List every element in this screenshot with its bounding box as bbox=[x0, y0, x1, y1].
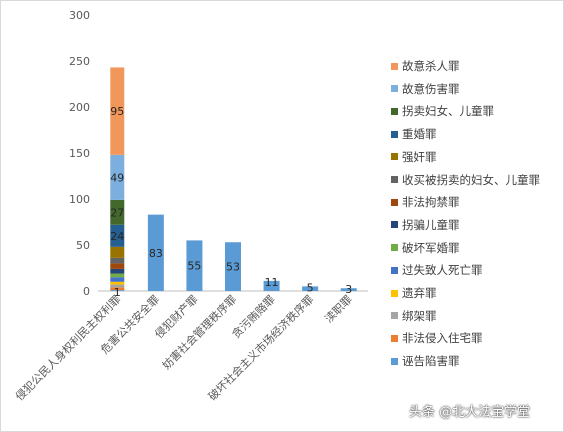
bar-1 bbox=[147, 214, 164, 291]
bar-data-label: 53 bbox=[226, 261, 240, 274]
stack-segment-11 bbox=[110, 199, 125, 225]
legend-label: 过失致人死亡罪 bbox=[402, 263, 483, 278]
legend-item: 故意杀人罪 bbox=[391, 58, 460, 74]
legend-item: 诬告陷害罪 bbox=[391, 353, 460, 369]
legend-item: 过失致人死亡罪 bbox=[391, 262, 483, 278]
legend-swatch bbox=[391, 334, 398, 342]
legend-swatch bbox=[391, 221, 398, 229]
legend-label: 遗弃罪 bbox=[402, 286, 437, 300]
legend-swatch bbox=[391, 107, 398, 115]
legend-label: 非法侵入住宅罪 bbox=[402, 331, 483, 346]
legend-item: 绑架罪 bbox=[391, 308, 437, 324]
stack-segment-5 bbox=[110, 273, 125, 278]
legend-swatch bbox=[391, 130, 398, 138]
stack-data-label: 27 bbox=[110, 206, 124, 219]
legend-swatch bbox=[391, 357, 398, 365]
stack-segment-13 bbox=[110, 67, 125, 155]
y-tick-label: 50 bbox=[76, 239, 90, 252]
stack-data-label: 95 bbox=[110, 105, 124, 118]
x-category-label: 妨害社会管理秩序罪 bbox=[159, 292, 239, 372]
stack-segment-1 bbox=[110, 287, 125, 291]
legend-item: 拐卖妇女、儿童罪 bbox=[391, 103, 494, 119]
stack-segment-0 bbox=[110, 290, 125, 291]
legend-swatch bbox=[391, 244, 398, 252]
bar-2 bbox=[186, 240, 203, 291]
x-category-label: 渎职罪 bbox=[322, 292, 355, 325]
stack-segment-2 bbox=[110, 284, 125, 288]
stack-segment-4 bbox=[110, 277, 125, 282]
legend-label: 强奸罪 bbox=[402, 149, 437, 164]
legend-item: 破坏军婚罪 bbox=[391, 240, 460, 256]
legend-swatch bbox=[391, 312, 398, 320]
legend-swatch bbox=[391, 289, 398, 297]
legend-swatch bbox=[391, 153, 398, 161]
y-tick-label: 0 bbox=[83, 285, 90, 298]
legend-item: 重婚罪 bbox=[391, 126, 437, 142]
legend-item: 故意伤害罪 bbox=[391, 81, 460, 97]
y-tick-label: 300 bbox=[69, 9, 90, 22]
legend-swatch bbox=[391, 176, 398, 183]
stack-segment-3 bbox=[110, 281, 125, 285]
legend-label: 诬告陷害罪 bbox=[402, 354, 460, 369]
bar-5 bbox=[302, 286, 319, 291]
legend-label: 重婚罪 bbox=[402, 127, 437, 142]
legend-item: 收买被拐卖的妇女、儿童罪 bbox=[391, 172, 540, 188]
legend-item: 遗弃罪 bbox=[391, 285, 437, 301]
stack-data-label: 49 bbox=[110, 171, 124, 184]
legend-item: 拐骗儿童罪 bbox=[391, 217, 460, 233]
legend-swatch bbox=[391, 85, 398, 93]
stack-segment-12 bbox=[110, 154, 125, 200]
bar-data-label: 5 bbox=[307, 281, 314, 294]
bar-4 bbox=[263, 280, 280, 291]
y-tick-label: 250 bbox=[69, 55, 90, 68]
legend-item: 非法侵入住宅罪 bbox=[391, 330, 483, 346]
legend-label: 破坏军婚罪 bbox=[402, 240, 460, 255]
stack-segment-10 bbox=[110, 224, 125, 247]
stack-segment-6 bbox=[110, 268, 125, 274]
legend-label: 绑架罪 bbox=[402, 308, 437, 323]
bar-data-label: 55 bbox=[187, 260, 201, 273]
bar-data-label: 3 bbox=[345, 283, 352, 296]
legend-swatch bbox=[391, 198, 398, 206]
legend-item: 非法拘禁罪 bbox=[391, 194, 460, 210]
y-tick-label: 200 bbox=[69, 101, 90, 114]
legend-item: 强奸罪 bbox=[391, 149, 437, 165]
legend-label: 拐骗儿童罪 bbox=[402, 217, 460, 232]
legend-label: 故意伤害罪 bbox=[402, 81, 460, 96]
legend-label: 收买被拐卖的妇女、儿童罪 bbox=[402, 172, 540, 187]
stack-data-label: 24 bbox=[110, 230, 124, 243]
legend-label: 非法拘禁罪 bbox=[402, 195, 460, 210]
stack-segment-8 bbox=[110, 257, 125, 264]
bar-3 bbox=[225, 242, 241, 291]
legend-label: 拐卖妇女、儿童罪 bbox=[402, 104, 494, 119]
stack-segment-9 bbox=[110, 246, 125, 258]
watermark: 头条 @北大法宝学堂 bbox=[409, 399, 530, 421]
bar-data-label: 11 bbox=[265, 276, 279, 289]
legend-swatch bbox=[391, 266, 398, 274]
bar-6 bbox=[340, 288, 357, 291]
stack-data-label: 1 bbox=[114, 286, 121, 299]
y-tick-label: 100 bbox=[69, 193, 90, 206]
bar-data-label: 83 bbox=[149, 247, 163, 260]
y-tick-label: 150 bbox=[69, 147, 90, 160]
stack-segment-7 bbox=[110, 263, 125, 269]
legend-swatch bbox=[391, 62, 398, 70]
watermark-text: 头条 @北大法宝学堂 bbox=[409, 404, 531, 420]
legend-label: 故意杀人罪 bbox=[402, 59, 460, 73]
